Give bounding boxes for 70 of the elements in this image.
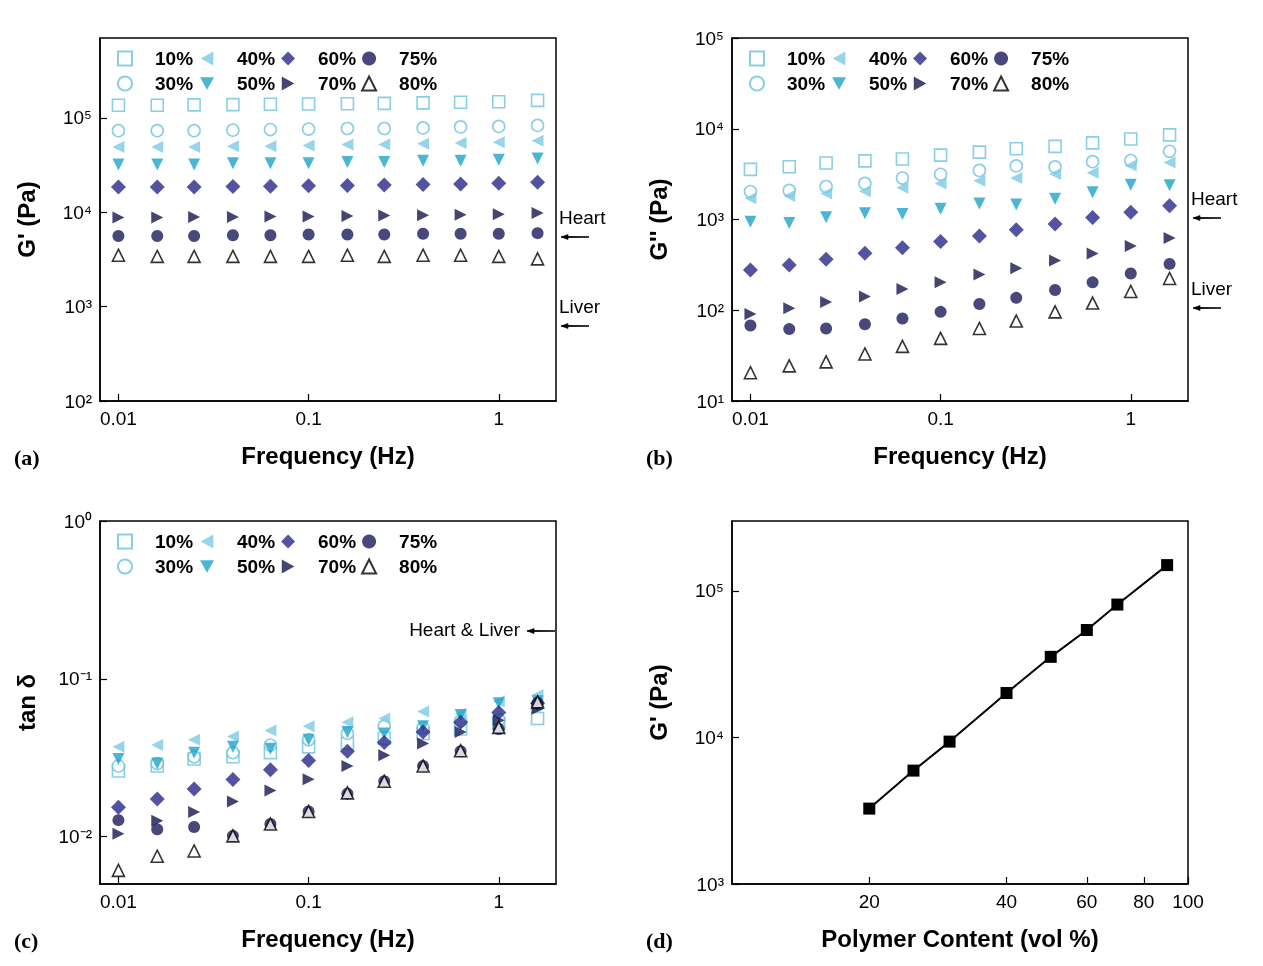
y-tick-label: 10³ (696, 209, 724, 230)
y-axis-title: G' (Pa) (12, 181, 40, 258)
y-tick-label: 10⁰ (63, 510, 92, 532)
legend-label: 75% (399, 48, 438, 69)
x-tick-label: 0.1 (295, 891, 322, 912)
y-tick-label: 10⁵ (694, 27, 724, 49)
legend-label: 70% (318, 73, 357, 94)
y-tick-label: 10³ (696, 873, 724, 895)
legend-label: 50% (869, 73, 908, 94)
legend-label: 30% (155, 556, 194, 577)
y-axis-title: G' (Pa) (644, 664, 672, 741)
ref-line-label: Liver (559, 296, 601, 319)
legend-label: 80% (1031, 73, 1070, 94)
ref-line-label: Heart (559, 207, 606, 230)
x-axis-title: Frequency (Hz) (241, 924, 415, 952)
y-tick-label: 10³ (64, 296, 92, 318)
x-tick-label: 0.1 (927, 408, 954, 429)
x-tick-label: 1 (493, 891, 505, 912)
y-tick-label: 10⁻¹ (58, 668, 92, 690)
text: (b) (646, 445, 673, 471)
text: (a) (14, 445, 40, 471)
legend-label: 60% (950, 48, 989, 69)
legend-label: 60% (318, 531, 357, 552)
ref-line-label: Liver (1191, 277, 1233, 300)
legend-label: 50% (237, 556, 276, 577)
x-tick-label: 80 (1133, 891, 1155, 912)
legend-label: 50% (237, 73, 276, 94)
legend-label: 10% (787, 48, 826, 69)
y-tick-label: 10⁵ (694, 580, 724, 602)
x-tick-label: 0.01 (99, 891, 137, 912)
x-tick-label: 0.1 (295, 408, 322, 429)
y-tick-label: 10² (64, 390, 92, 412)
legend-label: 40% (869, 48, 908, 69)
x-tick-label: 100 (1172, 891, 1204, 912)
x-axis-title: Frequency (Hz) (873, 441, 1047, 469)
y-tick-label: 10² (696, 299, 724, 321)
x-axis-title: Frequency (Hz) (241, 441, 415, 469)
legend-label: 40% (237, 531, 276, 552)
legend-label: 70% (950, 73, 989, 94)
legend-label: 30% (787, 73, 826, 94)
y-axis-title: tan δ (12, 673, 40, 732)
text: (c) (14, 928, 39, 954)
ref-line-label: Heart & Liver (409, 619, 520, 642)
legend-label: 75% (399, 531, 438, 552)
x-tick-label: 1 (1125, 408, 1137, 429)
y-tick-label: 10⁴ (694, 726, 724, 748)
x-tick-label: 0.01 (99, 408, 137, 429)
legend-label: 10% (155, 48, 194, 69)
legend-label: 10% (155, 531, 194, 552)
legend-label: 30% (155, 73, 194, 94)
legend-label: 40% (237, 48, 276, 69)
y-tick-label: 10⁻² (58, 826, 92, 848)
y-tick-label: 10¹ (696, 390, 724, 412)
legend-label: 75% (1031, 48, 1070, 69)
y-axis-title: G'' (Pa) (644, 178, 672, 261)
x-axis-title: Polymer Content (vol %) (821, 924, 1099, 952)
y-tick-label: 10⁵ (62, 107, 92, 129)
x-tick-label: 0.01 (731, 408, 769, 429)
x-tick-label: 20 (858, 891, 880, 912)
legend-label: 60% (318, 48, 357, 69)
y-tick-label: 10⁴ (62, 201, 92, 223)
legend-label: 80% (399, 73, 438, 94)
legend-label: 80% (399, 556, 438, 577)
legend-label: 70% (318, 556, 357, 577)
x-tick-label: 1 (493, 408, 505, 429)
ref-line-label: Heart (1191, 187, 1238, 210)
x-tick-label: 60 (1076, 891, 1098, 912)
y-tick-label: 10⁴ (694, 118, 724, 140)
x-tick-label: 40 (995, 891, 1018, 912)
text: (d) (646, 928, 673, 954)
